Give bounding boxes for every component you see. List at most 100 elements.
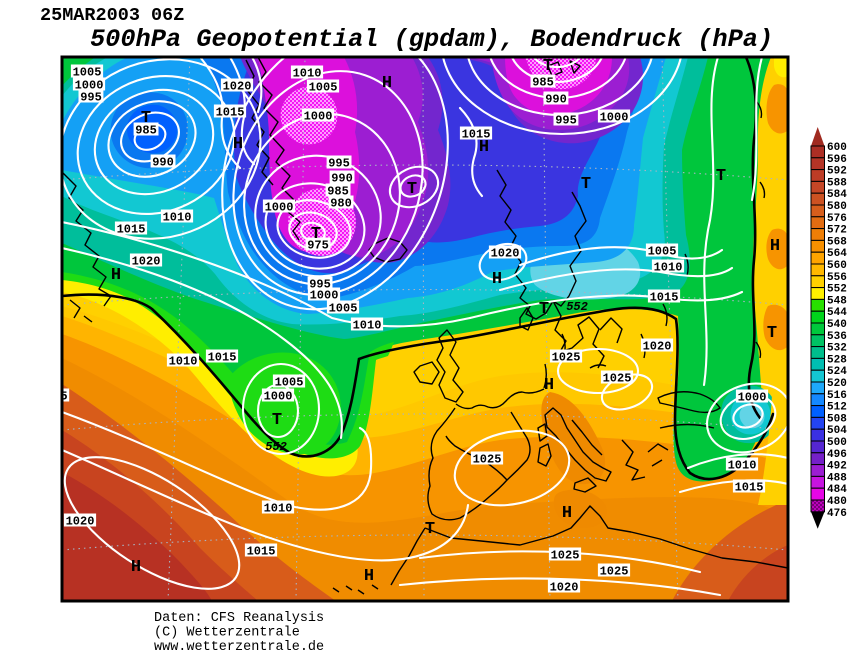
svg-text:1005: 1005 bbox=[73, 66, 102, 80]
svg-text:480: 480 bbox=[827, 496, 847, 508]
svg-text:540: 540 bbox=[827, 319, 847, 331]
svg-text:560: 560 bbox=[827, 260, 847, 272]
svg-text:496: 496 bbox=[827, 449, 847, 461]
svg-text:528: 528 bbox=[827, 354, 847, 366]
svg-text:1015: 1015 bbox=[117, 223, 146, 237]
svg-text:1000: 1000 bbox=[600, 111, 629, 125]
svg-text:1005: 1005 bbox=[648, 245, 677, 259]
svg-text:548: 548 bbox=[827, 295, 847, 307]
svg-text:1010: 1010 bbox=[293, 67, 322, 81]
svg-text:552: 552 bbox=[827, 284, 847, 296]
svg-text:www.wetterzentrale.de: www.wetterzentrale.de bbox=[154, 640, 324, 655]
svg-text:1015: 1015 bbox=[216, 106, 245, 120]
svg-text:25MAR2003 06Z: 25MAR2003 06Z bbox=[40, 5, 184, 26]
svg-text:1000: 1000 bbox=[310, 289, 339, 303]
svg-text:5: 5 bbox=[60, 390, 67, 404]
svg-text:H: H bbox=[544, 376, 554, 395]
svg-text:1005: 1005 bbox=[329, 302, 358, 316]
svg-text:556: 556 bbox=[827, 272, 847, 284]
svg-text:488: 488 bbox=[827, 472, 847, 484]
svg-text:1000: 1000 bbox=[738, 391, 767, 405]
svg-text:516: 516 bbox=[827, 390, 847, 402]
svg-text:588: 588 bbox=[827, 177, 847, 189]
svg-text:572: 572 bbox=[827, 225, 847, 237]
svg-text:H: H bbox=[382, 74, 392, 93]
svg-text:T: T bbox=[272, 411, 282, 430]
svg-text:504: 504 bbox=[827, 425, 847, 437]
svg-text:990: 990 bbox=[331, 172, 353, 186]
svg-text:1010: 1010 bbox=[728, 459, 757, 473]
svg-text:1010: 1010 bbox=[264, 502, 293, 516]
svg-text:508: 508 bbox=[827, 413, 847, 425]
svg-text:536: 536 bbox=[827, 331, 847, 343]
svg-text:576: 576 bbox=[827, 213, 847, 225]
svg-text:T: T bbox=[425, 520, 435, 539]
svg-text:532: 532 bbox=[827, 343, 847, 355]
svg-text:476: 476 bbox=[827, 508, 847, 520]
svg-text:500: 500 bbox=[827, 437, 847, 449]
svg-text:596: 596 bbox=[827, 154, 847, 166]
svg-text:1015: 1015 bbox=[208, 351, 237, 365]
svg-text:1005: 1005 bbox=[309, 81, 338, 95]
svg-text:T: T bbox=[311, 225, 321, 244]
svg-text:552: 552 bbox=[566, 300, 588, 314]
svg-text:1020: 1020 bbox=[643, 340, 672, 354]
svg-text:564: 564 bbox=[827, 248, 847, 260]
svg-text:995: 995 bbox=[555, 114, 577, 128]
svg-text:1000: 1000 bbox=[304, 110, 333, 124]
svg-text:1020: 1020 bbox=[223, 80, 252, 94]
svg-text:H: H bbox=[233, 135, 243, 154]
svg-text:H: H bbox=[770, 237, 780, 256]
svg-text:1015: 1015 bbox=[247, 545, 276, 559]
svg-text:1015: 1015 bbox=[650, 291, 679, 305]
svg-text:568: 568 bbox=[827, 236, 847, 248]
svg-text:H: H bbox=[131, 558, 141, 577]
svg-text:T: T bbox=[581, 175, 591, 194]
svg-text:980: 980 bbox=[330, 197, 352, 211]
svg-text:592: 592 bbox=[827, 166, 847, 178]
svg-text:H: H bbox=[479, 138, 489, 157]
svg-text:1015: 1015 bbox=[462, 128, 491, 142]
svg-text:995: 995 bbox=[80, 91, 102, 105]
svg-text:1025: 1025 bbox=[552, 351, 581, 365]
svg-text:600: 600 bbox=[827, 142, 847, 154]
svg-text:1005: 1005 bbox=[275, 376, 304, 390]
svg-text:H: H bbox=[492, 270, 502, 289]
svg-text:990: 990 bbox=[545, 93, 567, 107]
svg-text:985: 985 bbox=[532, 76, 554, 90]
svg-text:1020: 1020 bbox=[491, 247, 520, 261]
svg-text:580: 580 bbox=[827, 201, 847, 213]
svg-text:T: T bbox=[141, 109, 151, 128]
svg-text:1020: 1020 bbox=[132, 255, 161, 269]
svg-text:T: T bbox=[407, 180, 417, 199]
svg-text:T: T bbox=[767, 324, 777, 343]
svg-text:(C) Wetterzentrale: (C) Wetterzentrale bbox=[154, 626, 300, 641]
svg-text:T: T bbox=[539, 300, 549, 319]
svg-text:1025: 1025 bbox=[551, 549, 580, 563]
svg-text:985: 985 bbox=[135, 124, 157, 138]
svg-text:Daten: CFS Reanalysis: Daten: CFS Reanalysis bbox=[154, 611, 324, 626]
svg-text:T: T bbox=[543, 57, 553, 76]
svg-text:500hPa Geopotential (gpdam), B: 500hPa Geopotential (gpdam), Bodendruck … bbox=[90, 25, 773, 54]
svg-text:492: 492 bbox=[827, 461, 847, 473]
svg-text:1025: 1025 bbox=[473, 453, 502, 467]
svg-text:990: 990 bbox=[152, 156, 174, 170]
svg-text:T: T bbox=[716, 167, 726, 186]
svg-text:995: 995 bbox=[328, 157, 350, 171]
svg-text:552: 552 bbox=[265, 440, 287, 454]
svg-text:H: H bbox=[364, 567, 374, 586]
svg-text:1025: 1025 bbox=[603, 372, 632, 386]
svg-text:1020: 1020 bbox=[66, 515, 95, 529]
svg-text:1015: 1015 bbox=[735, 481, 764, 495]
svg-text:1000: 1000 bbox=[264, 390, 293, 404]
svg-text:1010: 1010 bbox=[353, 319, 382, 333]
svg-text:1020: 1020 bbox=[550, 581, 579, 595]
svg-text:1010: 1010 bbox=[654, 261, 683, 275]
svg-text:H: H bbox=[562, 504, 572, 523]
svg-text:1000: 1000 bbox=[75, 79, 104, 93]
svg-text:1025: 1025 bbox=[600, 565, 629, 579]
svg-text:544: 544 bbox=[827, 307, 847, 319]
svg-text:520: 520 bbox=[827, 378, 847, 390]
svg-text:484: 484 bbox=[827, 484, 847, 496]
svg-text:1000: 1000 bbox=[265, 201, 294, 215]
